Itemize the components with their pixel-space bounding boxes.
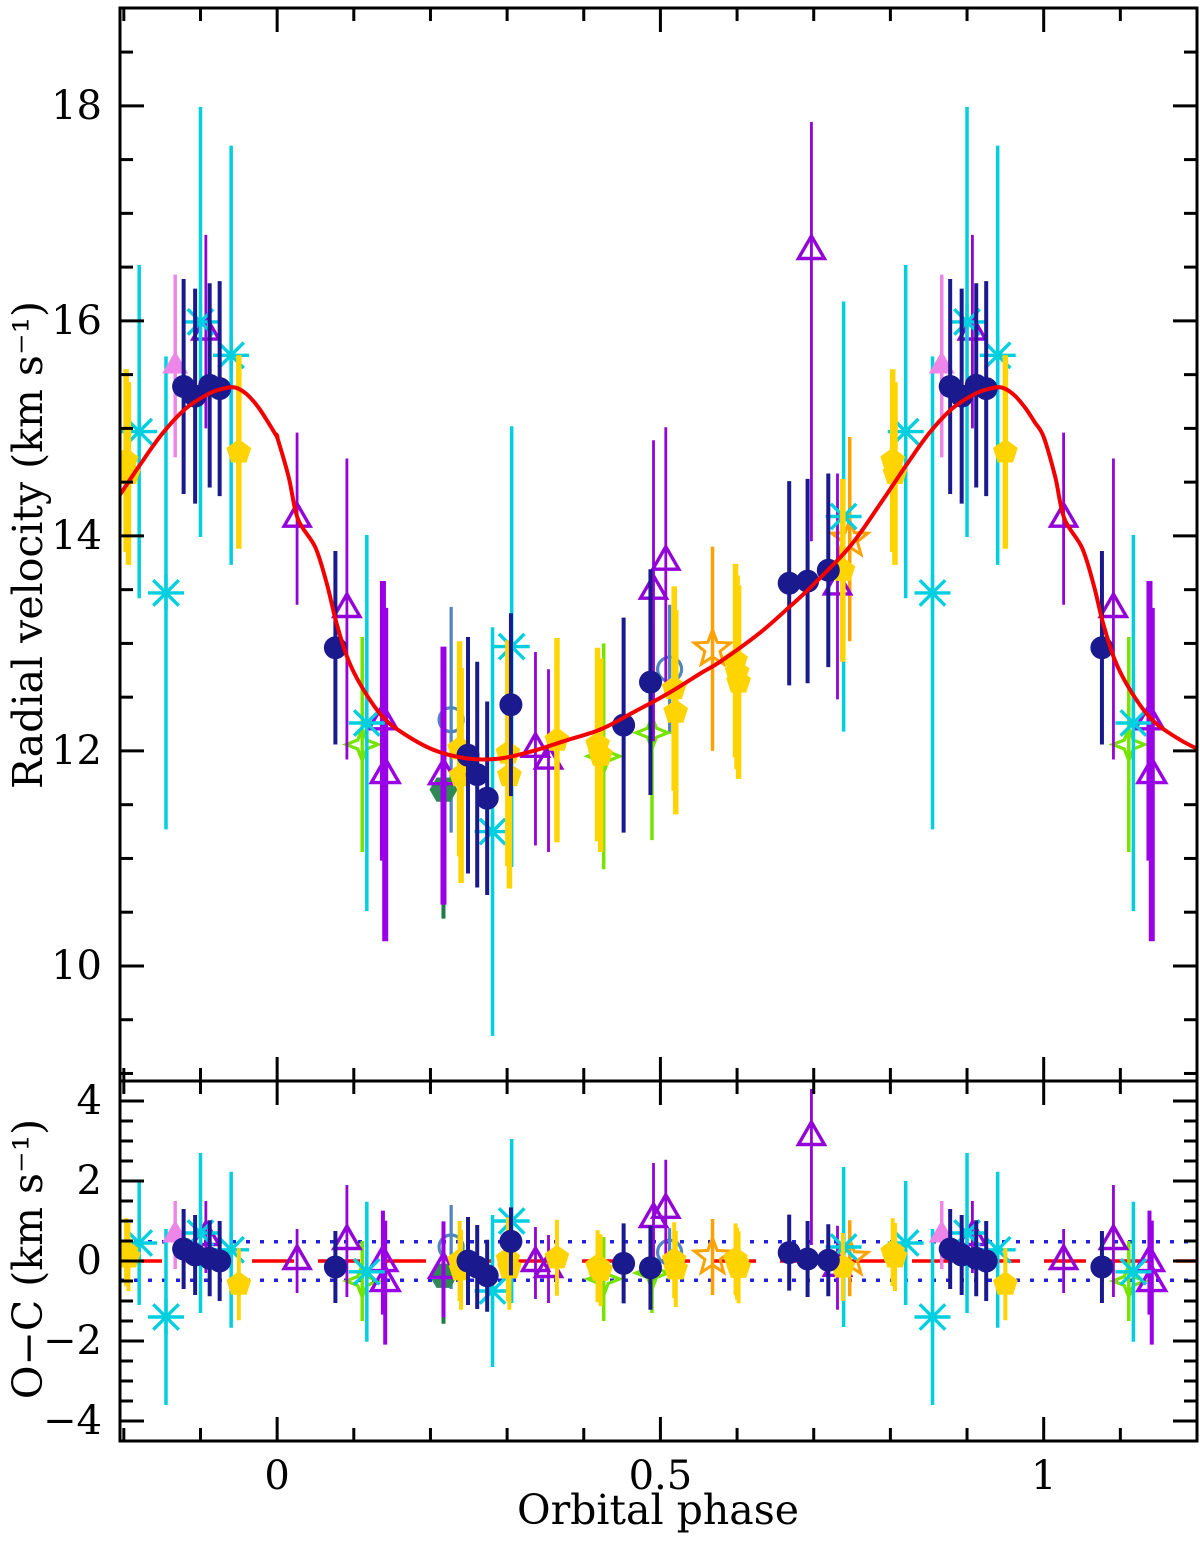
marker-open-triangle-violet-open-triangles-thick (368, 1263, 403, 1293)
marker-open-triangle-violet-open-triangles-thick (1132, 701, 1167, 731)
marker-open-triangle-violet-open-triangles (281, 500, 314, 528)
marker-filled-circle-navy-filled-circles (777, 1241, 801, 1265)
marker-open-triangle-violet-open-triangles (649, 1191, 682, 1220)
rv-panel (120, 106, 1169, 1036)
y-tick-label: −2 (43, 1318, 102, 1364)
marker-open-triangle-violet-open-triangles (795, 1118, 828, 1147)
marker-open-triangle-violet-open-triangles (519, 730, 552, 758)
marker-open-triangle-violet-open-triangles (637, 1200, 670, 1229)
y-tick-label: −4 (43, 1398, 102, 1444)
marker-filled-circle-navy-filled-circles (465, 763, 489, 787)
marker-filled-circle-navy-filled-circles (612, 1251, 636, 1275)
marker-filled-pentagon-gold-filled-pentagons (588, 742, 613, 766)
marker-open-triangle-violet-open-triangles-thick (1134, 1263, 1169, 1293)
marker-filled-circle-navy-filled-circles (499, 1229, 523, 1253)
marker-filled-pentagon-gold-filled-pentagons (663, 699, 689, 723)
marker-filled-pentagon-gold-filled-pentagons (882, 1244, 908, 1268)
marker-asterisk-cyan-asterisks (474, 813, 511, 850)
marker-open-triangle-violet-open-triangles (1047, 500, 1080, 528)
marker-asterisk-cyan-asterisks (348, 705, 385, 741)
marker-open-triangle-violet-open-triangles (795, 232, 828, 261)
marker-open-triangle-violet-open-triangles (637, 572, 670, 600)
marker-open-triangle-violet-open-triangles-thick (368, 755, 403, 785)
marker-open-triangle-violet-open-triangles (330, 1222, 363, 1251)
marker-filled-circle-navy-filled-circles (475, 1264, 499, 1288)
marker-asterisk-cyan-asterisks (182, 303, 219, 340)
marker-asterisk-cyan-asterisks (914, 1299, 951, 1335)
y-axis-label-main: Radial velocity (km s⁻¹) (4, 301, 52, 789)
y-tick-label: 16 (51, 298, 102, 344)
marker-filled-circle-navy-filled-circles (796, 1247, 820, 1271)
marker-filled-circle-navy-filled-circles (475, 786, 499, 810)
marker-filled-pentagon-gold-filled-pentagons (226, 1271, 252, 1295)
x-tick-label: 0 (264, 1453, 289, 1499)
y-tick-label: 18 (51, 83, 102, 129)
marker-open-star5-orange-open-5point-stars (690, 1233, 735, 1276)
model-curve (120, 385, 1197, 762)
y-tick-label: 14 (51, 513, 102, 559)
marker-filled-pentagon-gold-filled-pentagons (588, 1257, 613, 1281)
marker-filled-pentagon-gold-filled-pentagons (726, 669, 751, 693)
marker-filled-circle-navy-filled-circles (639, 1256, 662, 1280)
marker-open-triangle-violet-open-triangles-thick (366, 701, 400, 731)
marker-open-triangle-violet-open-triangles (519, 1244, 552, 1273)
y-tick-label: 0 (77, 1238, 102, 1284)
axes-frame: 10 12 14 16 18 −4 −2 0 2 4 0 0.5 1 (43, 6, 1199, 1499)
y-tick-label: 10 (51, 943, 102, 989)
marker-filled-circle-navy-filled-circles (639, 670, 662, 694)
marker-filled-pentagon-gold-filled-pentagons (993, 1271, 1018, 1295)
marker-open-star4-lime-open-4point-stars (341, 724, 383, 765)
x-tick-label: 1 (1031, 1453, 1056, 1499)
marker-filled-pentagon-gold-filled-pentagons (993, 439, 1018, 463)
marker-asterisk-cyan-asterisks (914, 574, 951, 611)
marker-filled-circle-navy-filled-circles (777, 571, 801, 595)
marker-asterisk-cyan-asterisks (148, 1299, 184, 1335)
y-tick-label: 12 (51, 728, 102, 774)
marker-open-star4-lime-open-4point-stars (1108, 724, 1150, 765)
y-tick-label: 4 (77, 1078, 102, 1124)
marker-open-star5-orange-open-5point-stars (690, 625, 735, 668)
marker-open-triangle-violet-open-triangles (1097, 1222, 1130, 1251)
marker-asterisk-cyan-asterisks (949, 303, 985, 340)
marker-open-triangle-violet-open-triangles (649, 543, 682, 571)
marker-open-triangle-violet-open-triangles (1047, 1242, 1080, 1271)
marker-filled-pentagon-gold-filled-pentagons (726, 1254, 751, 1278)
marker-open-triangle-violet-open-triangles-thick (1134, 755, 1169, 785)
marker-asterisk-cyan-asterisks (1115, 705, 1152, 741)
marker-filled-pentagon-gold-filled-pentagons (544, 1244, 570, 1269)
y-tick-label: 2 (77, 1158, 102, 1204)
main-panel-frame (118, 6, 1199, 1083)
y-axis-label-residual: O−C (km s⁻¹) (4, 1119, 52, 1399)
marker-filled-circle-navy-filled-circles (974, 1249, 998, 1273)
marker-filled-pentagon-gold-filled-pentagons (663, 1256, 689, 1280)
marker-filled-circle-navy-filled-circles (323, 1255, 347, 1279)
marker-asterisk-cyan-asterisks (1115, 1253, 1152, 1290)
marker-open-triangle-violet-open-triangles (281, 1242, 314, 1271)
marker-filled-pentagon-gold-filled-pentagons (226, 439, 252, 463)
axis-labels: Radial velocity (km s⁻¹) O−C (km s⁻¹) Or… (4, 301, 799, 1534)
marker-asterisk-cyan-asterisks (148, 574, 184, 611)
marker-asterisk-cyan-asterisks (348, 1253, 385, 1290)
marker-open-star4-lime-open-4point-stars (341, 1260, 383, 1302)
marker-filled-pentagon-gold-filled-pentagons (882, 460, 908, 485)
marker-filled-pentagon-gold-filled-pentagons (120, 460, 141, 485)
marker-filled-circle-navy-filled-circles (1090, 1255, 1114, 1279)
marker-open-triangle-violet-open-triangles (1097, 590, 1130, 619)
x-axis-label: Orbital phase (517, 1486, 799, 1534)
model-curve-layer (120, 385, 1197, 762)
marker-open-star4-lime-open-4point-stars (1108, 1260, 1150, 1302)
marker-filled-circle-navy-filled-circles (816, 1248, 840, 1272)
marker-filled-circle-navy-filled-circles (499, 693, 523, 717)
x-tick-label: 0.5 (629, 1453, 693, 1499)
marker-open-triangle-violet-open-triangles (330, 590, 363, 619)
marker-filled-circle-navy-filled-circles (208, 1249, 232, 1273)
oc-panel (120, 1089, 1197, 1405)
